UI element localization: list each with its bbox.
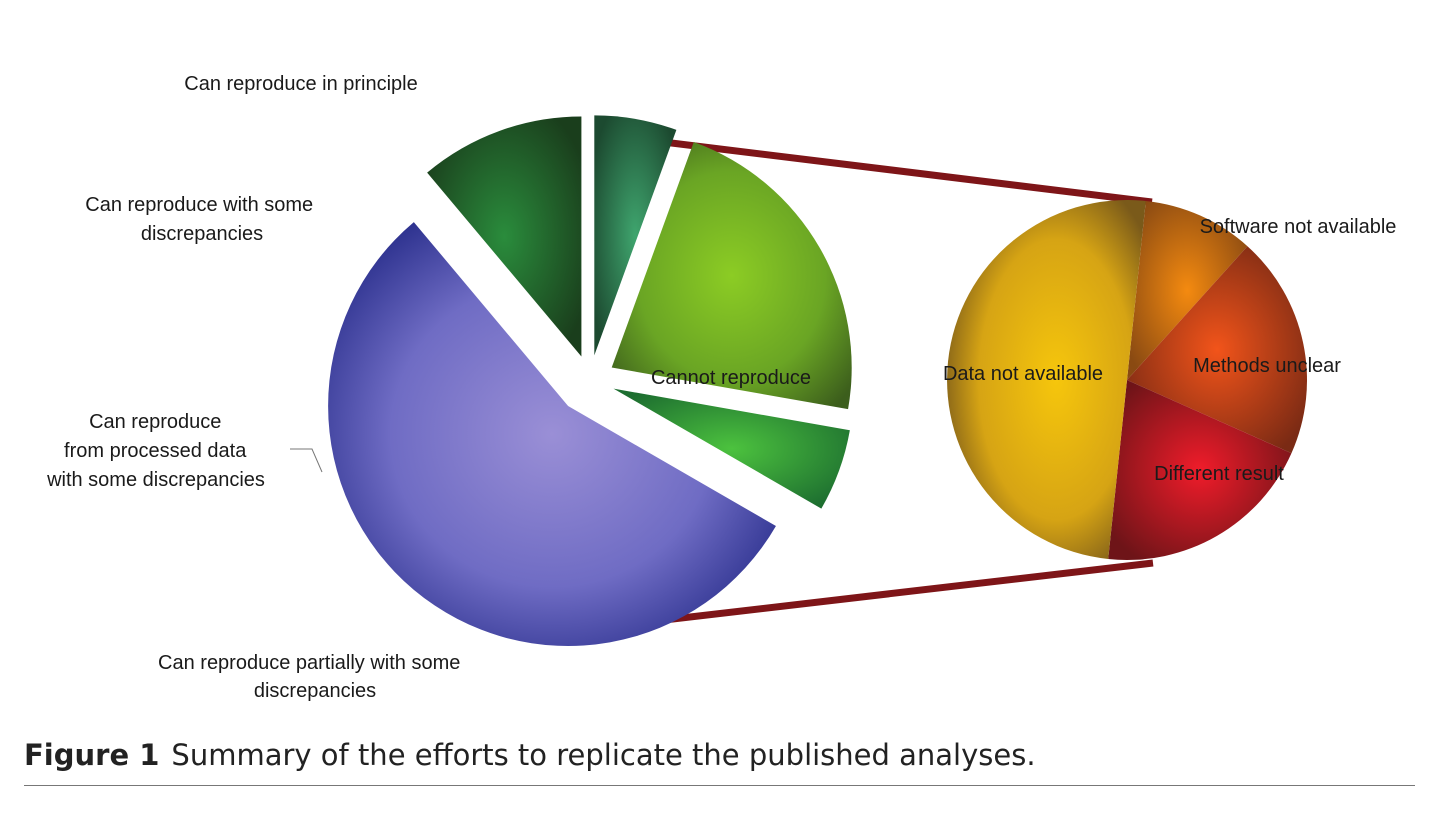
connector-line-bottom [646,559,1154,626]
caption-divider [24,785,1415,786]
slice-label-can-reproduce-partially: Can reproduce partially with some discre… [158,652,466,702]
slice-label-can-reproduce-in-principle: Can reproduce in principle [184,73,417,95]
pie-slice-can-reproduce-in-principle [427,116,582,357]
figure-caption-text: Summary of the efforts to replicate the … [171,738,1036,772]
pie-slice-can-reproduce-with-some-discrepancies [594,115,677,356]
pie-slice-methods-unclear [1127,246,1307,454]
connector-line-top [646,136,1153,206]
pie-slice-different-result [1108,380,1292,560]
slice-label-cannot-reproduce: Cannot reproduce [651,367,811,389]
figure-label: Figure 1 [24,738,160,772]
slice-label-data-not-available: Data not available [943,363,1103,385]
slice-label-software-not-available: Software not available [1200,216,1397,238]
pie-slice-can-reproduce-partially [613,388,850,509]
right-pie [947,200,1307,560]
slice-label-can-reproduce-with-some-discrepancies: Can reproduce with some discrepancies [85,194,318,245]
left-pie [328,115,852,647]
slice-label-can-reproduce-from-processed-data: Can reproduce from processed data with s… [46,411,265,491]
leader-line [290,448,323,473]
pie-figure: Can reproduce in principle Can reproduce… [46,73,1397,702]
pie-slice-data-not-available [947,200,1146,560]
pie-slice-cannot-reproduce [328,222,776,647]
pie-slice-can-reproduce-from-processed-data [611,141,852,410]
pie-slice-software-not-available [1127,200,1248,380]
slice-label-different-result: Different result [1154,463,1284,485]
slice-label-methods-unclear: Methods unclear [1193,355,1341,377]
figure-caption: Figure 1 Summary of the efforts to replic… [24,738,1036,772]
